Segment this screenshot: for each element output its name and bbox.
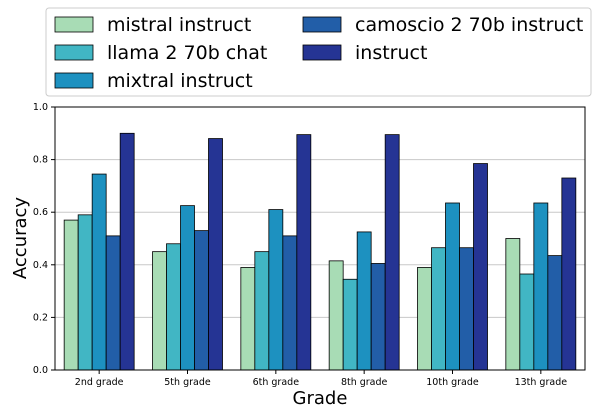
bar <box>417 267 432 371</box>
legend-swatch <box>302 44 342 61</box>
x-axis-ticks: 2nd grade 5th grade 6th grade 8th grade 10th… <box>75 370 567 388</box>
bar <box>473 163 488 371</box>
bar <box>282 235 298 371</box>
bar <box>561 177 577 371</box>
legend-label: instruct <box>355 42 427 64</box>
y-tick-label: 0.2 <box>33 312 48 323</box>
bar <box>533 202 549 371</box>
bar <box>152 251 167 371</box>
bar <box>370 263 386 371</box>
bar <box>180 205 195 371</box>
x-tick-label: 6th grade <box>253 377 300 388</box>
bar <box>194 230 209 371</box>
bar <box>105 235 121 371</box>
bar <box>254 251 270 371</box>
legend-swatch <box>54 16 94 33</box>
y-tick-label: 1.0 <box>33 102 48 113</box>
bars <box>63 132 577 371</box>
bar <box>342 278 358 371</box>
y-tick-label: 0.4 <box>33 260 48 271</box>
legend-label: camoscio 2 70b instruct <box>355 14 583 36</box>
bar <box>166 243 181 371</box>
y-axis-ticks: 0.0 0.2 0.4 0.6 0.8 1.0 <box>33 102 55 376</box>
bar <box>547 255 563 371</box>
legend-swatch <box>54 44 94 61</box>
bar <box>91 173 107 371</box>
bar <box>328 260 344 371</box>
legend-swatch <box>54 72 94 89</box>
y-tick-label: 0.0 <box>33 365 48 376</box>
bar <box>519 273 535 371</box>
x-tick-label: 5th grade <box>164 377 211 388</box>
bar <box>63 219 79 371</box>
legend: mistral instruct llama 2 70b chat mixtral … <box>45 7 592 97</box>
legend-label: llama 2 70b chat <box>107 42 267 64</box>
bar <box>384 134 400 371</box>
bar <box>77 214 93 371</box>
bar <box>445 202 460 371</box>
x-axis-label: Grade <box>293 388 348 405</box>
bar <box>356 231 372 371</box>
plot-frame <box>54 106 586 371</box>
bar <box>119 132 135 371</box>
x-tick-label: 2nd grade <box>75 377 124 388</box>
y-tick-label: 0.6 <box>33 207 48 218</box>
bar <box>505 238 521 371</box>
bar <box>296 134 312 371</box>
bar <box>208 138 223 371</box>
bar <box>459 247 474 371</box>
legend-label: mixtral instruct <box>107 70 253 92</box>
y-axis-label: Accuracy <box>10 197 31 280</box>
x-tick-label: 13th grade <box>515 377 568 388</box>
x-tick-label: 8th grade <box>341 377 388 388</box>
bar <box>240 267 256 371</box>
legend-swatch <box>302 16 342 33</box>
y-tick-label: 0.8 <box>33 155 48 166</box>
bar <box>268 209 284 371</box>
legend-label: mistral instruct <box>107 14 251 36</box>
gridlines <box>55 159 585 318</box>
x-tick-label: 10th grade <box>426 377 479 388</box>
bar <box>431 247 446 371</box>
